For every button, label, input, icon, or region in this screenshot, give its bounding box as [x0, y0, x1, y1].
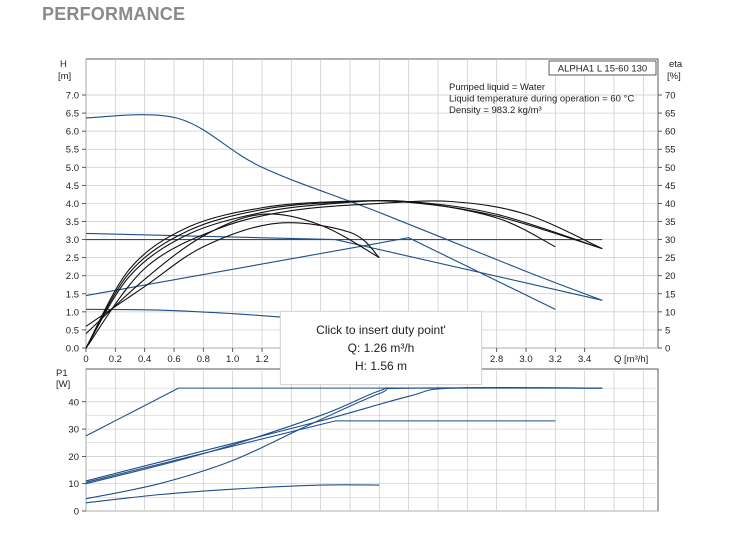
- head-xtick-label: 3.4: [578, 354, 591, 365]
- head-xtick-label: 0.2: [109, 354, 122, 365]
- head-ytick-label: 3.5: [66, 217, 79, 228]
- eta-ytick-label: 50: [665, 163, 676, 174]
- head-ytick-label: 7.0: [66, 91, 79, 102]
- head-ytick-label: 5.5: [66, 145, 79, 156]
- head-curve-4: [85, 308, 285, 318]
- head-ytick-label: 0.0: [66, 344, 79, 355]
- power-curve-2: [85, 387, 603, 485]
- eta-ytick-label: 5: [665, 325, 670, 336]
- liquid-info-line: Density = 983.2 kg/m³: [449, 105, 542, 116]
- eta-ytick-label: 40: [665, 199, 676, 210]
- eta-ytick-label: 55: [665, 145, 676, 156]
- head-xtick-label: 1.0: [226, 354, 239, 365]
- duty-point-tooltip[interactable]: Click to insert duty point' Q: 1.26 m³/h…: [280, 311, 482, 385]
- eta-ytick-label: 15: [665, 289, 676, 300]
- head-ytick-label: 6.0: [66, 127, 79, 138]
- head-xtick-label: 0.8: [197, 354, 210, 365]
- liquid-info-line: Pumped liquid = Water: [449, 82, 545, 93]
- eta-ytick-label: 65: [665, 109, 676, 120]
- power-curve-4: [85, 387, 603, 500]
- liquid-info-line: Liquid temperature during operation = 60…: [449, 94, 634, 105]
- tooltip-instruction: Click to insert duty point': [316, 323, 446, 337]
- eta-ytick-label: 30: [665, 235, 676, 246]
- efficiency-curve-7: [85, 200, 603, 349]
- eta-axis-unit: [%]: [667, 71, 681, 82]
- efficiency-curve-10: [85, 213, 380, 334]
- tooltip-flow-value: Q: 1.26 m³/h: [347, 341, 415, 355]
- head-ytick-label: 2.0: [66, 271, 79, 282]
- eta-ytick-label: 20: [665, 271, 676, 282]
- head-ytick-label: 4.0: [66, 199, 79, 210]
- power-ytick-label: 0: [74, 507, 79, 518]
- head-ytick-label: 6.5: [66, 109, 79, 120]
- head-xtick-label: 0: [83, 354, 88, 365]
- head-ytick-label: 4.5: [66, 181, 79, 192]
- efficiency-curve-5: [85, 200, 556, 349]
- head-axis-title: H: [60, 59, 67, 70]
- head-xtick-label: 0.4: [138, 354, 151, 365]
- head-curve-3: [85, 237, 556, 310]
- tooltip-head-value: H: 1.56 m: [354, 359, 408, 373]
- power-ytick-label: 40: [68, 397, 79, 408]
- eta-ytick-label: 0: [665, 344, 670, 355]
- eta-ytick-label: 10: [665, 307, 676, 318]
- power-axis-unit: [W]: [56, 379, 70, 390]
- power-ytick-label: 10: [68, 479, 79, 490]
- power-axis-title: P1: [56, 368, 68, 379]
- head-xtick-label: 2.8: [490, 354, 503, 365]
- flow-axis-title: Q [m³/h]: [614, 354, 648, 365]
- power-curve-1: [85, 420, 556, 483]
- pump-label: ALPHA1 L 15-60 130: [558, 64, 647, 75]
- power-plot-frame: [85, 368, 659, 512]
- eta-ytick-label: 45: [665, 181, 676, 192]
- power-ytick-label: 20: [68, 452, 79, 463]
- eta-ytick-label: 25: [665, 253, 676, 264]
- power-curve-5: [85, 484, 380, 504]
- head-xtick-label: 1.2: [255, 354, 268, 365]
- efficiency-curve-6: [85, 200, 603, 349]
- head-ytick-label: 2.5: [66, 253, 79, 264]
- eta-axis-title: eta: [669, 59, 683, 70]
- head-xtick-label: 0.6: [167, 354, 180, 365]
- power-ytick-label: 30: [68, 425, 79, 436]
- pump-label-box: [548, 60, 657, 76]
- head-ytick-label: 5.0: [66, 163, 79, 174]
- eta-ytick-label: 35: [665, 217, 676, 228]
- head-curve-0: [85, 114, 603, 301]
- efficiency-curve-9: [85, 222, 380, 327]
- head-ytick-label: 1.5: [66, 289, 79, 300]
- head-axis-unit: [m]: [58, 71, 71, 82]
- head-ytick-label: 0.5: [66, 325, 79, 336]
- head-ytick-label: 3.0: [66, 235, 79, 246]
- efficiency-curve-8: [85, 200, 603, 349]
- page-title: PERFORMANCE: [42, 4, 186, 24]
- eta-ytick-label: 60: [665, 127, 676, 138]
- head-xtick-label: 3.0: [519, 354, 532, 365]
- head-xtick-label: 3.2: [549, 354, 562, 365]
- head-ytick-label: 1.0: [66, 307, 79, 318]
- eta-ytick-label: 70: [665, 91, 676, 102]
